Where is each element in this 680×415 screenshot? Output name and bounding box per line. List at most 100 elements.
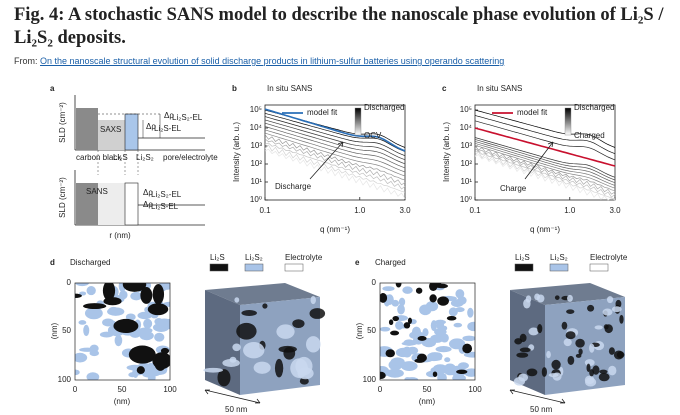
- legend-label: model fit: [517, 108, 548, 117]
- cube-domain: [534, 293, 540, 301]
- curve: [474, 144, 616, 189]
- li2s2-domain: [139, 331, 154, 341]
- colorbar-label: Discharged: [364, 103, 404, 112]
- delta-rho: Δρ: [146, 122, 156, 131]
- li2s-domain: [122, 283, 147, 292]
- panel-title: In situ SANS: [477, 84, 522, 93]
- micrograph-frame: [379, 282, 476, 381]
- x-tick-label: 50: [423, 385, 432, 394]
- li2s2-domain: [75, 352, 88, 363]
- axis-title: (nm): [355, 322, 364, 339]
- curve: [264, 119, 406, 161]
- colorbar-label: OCV: [364, 131, 382, 140]
- li2s-domain: [75, 293, 82, 298]
- cube-domain: [528, 327, 539, 336]
- li2s2-domain: [435, 352, 443, 359]
- li2s-domain: [432, 371, 438, 377]
- cube-domain: [602, 308, 613, 316]
- legend-label: Li₂S₂: [245, 253, 263, 262]
- cube-domain: [608, 347, 615, 355]
- cube-domain: [541, 367, 547, 377]
- li2s-domain: [103, 297, 122, 306]
- li2s2-domain: [390, 357, 405, 367]
- y-tick-label: 10²: [460, 159, 472, 168]
- cube-domain: [513, 377, 526, 386]
- li2s-domain: [380, 293, 388, 303]
- curve: [474, 148, 616, 195]
- li2s2-domain: [437, 365, 446, 374]
- cube-domain: [619, 314, 624, 324]
- legend-label: Electrolyte: [285, 253, 323, 262]
- delta-rho: Δρ: [164, 111, 174, 120]
- li2s2-domain: [411, 326, 421, 337]
- axis-title: Intensity (arb. u.): [232, 122, 241, 182]
- curve: [264, 122, 406, 165]
- li2s-domain: [390, 330, 400, 336]
- x-tick-label: 0: [73, 385, 78, 394]
- li2s2-domain: [114, 334, 123, 347]
- scale-arrow: [509, 389, 566, 404]
- li2s2-domain: [405, 377, 419, 380]
- figure-title: Fig. 4: A stochastic SANS model to descr…: [14, 5, 664, 48]
- plot-frame: [474, 104, 616, 201]
- header: Fig. 4: A stochastic SANS model to descr…: [14, 4, 664, 66]
- region-label: pore/electrolyte: [163, 153, 218, 162]
- cube-domain: [587, 304, 595, 312]
- cube-domain: [262, 303, 268, 309]
- panel-label: c: [442, 84, 447, 93]
- legend-label: Electrolyte: [590, 253, 628, 262]
- annotation: Charge: [500, 184, 527, 193]
- li2s2-domain: [467, 321, 475, 332]
- li2s2-domain: [395, 347, 411, 358]
- li2s2-domain: [402, 286, 413, 294]
- curve: [474, 137, 616, 178]
- panel-label: d: [50, 258, 55, 267]
- article-link[interactable]: On the nanoscale structural evolution of…: [40, 56, 505, 66]
- li2s2-domain: [138, 327, 153, 334]
- delta-rho-sub: Li₂S-EL: [151, 202, 179, 211]
- li2s2-domain: [128, 372, 137, 378]
- li2s-domain: [113, 318, 139, 334]
- x-tick-label: 100: [468, 385, 482, 394]
- li2s-domain: [392, 315, 400, 322]
- arrow: [524, 141, 554, 180]
- cube-domain: [563, 338, 572, 347]
- legend-label: Li₂S: [210, 253, 225, 262]
- li2s2-domain: [467, 307, 474, 318]
- li2s-domain: [456, 369, 468, 374]
- axis-title: (nm): [50, 322, 59, 339]
- cube-domain: [222, 358, 240, 367]
- cube-domain: [589, 369, 594, 377]
- x-tick-label: 50: [118, 385, 127, 394]
- legend-label: Li₂S₂: [550, 253, 568, 262]
- li2s-domain: [128, 345, 156, 364]
- cube-domain: [554, 295, 560, 300]
- li2s2-domain: [162, 318, 170, 330]
- li2s2-domain: [78, 320, 87, 325]
- curve: [264, 134, 406, 181]
- curve: [474, 145, 616, 192]
- cube-domain: [241, 310, 257, 317]
- x-tick-label: 0: [378, 385, 383, 394]
- cube-domain: [234, 297, 240, 303]
- cube-domain: [546, 350, 551, 359]
- li2s2-domain: [147, 371, 156, 380]
- li2s-domain: [160, 347, 170, 354]
- state-label: Charged: [375, 258, 406, 267]
- y-tick-label: 0: [372, 278, 377, 287]
- axis-title: q (nm⁻¹): [320, 225, 350, 234]
- x-tick-label: 3.0: [399, 206, 411, 215]
- y-tick-label: 10³: [250, 141, 262, 150]
- x-tick-label: 100: [163, 385, 177, 394]
- cube-domain: [565, 331, 576, 340]
- carbon-black: [76, 108, 98, 150]
- li2s2-domain: [86, 285, 96, 296]
- cube-domain: [305, 336, 321, 353]
- y-tick-label: 10³: [460, 141, 472, 150]
- li2s-domain: [385, 349, 395, 358]
- legend-swatch: [514, 263, 534, 272]
- li2s-domain: [462, 343, 473, 354]
- panel-label: a: [50, 84, 55, 93]
- li2s-domain: [437, 296, 449, 306]
